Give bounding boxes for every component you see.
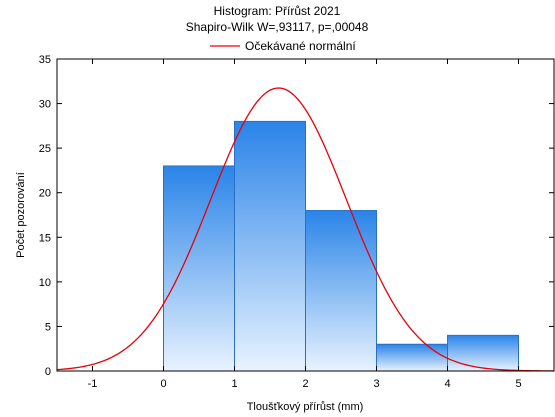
x-tick-label-0: -1 bbox=[88, 378, 98, 390]
x-tick-label-6: 5 bbox=[515, 378, 521, 390]
legend-label-normal: Očekávané normální bbox=[245, 39, 356, 53]
x-tick-label-2: 1 bbox=[231, 378, 237, 390]
y-tick-label-1: 5 bbox=[45, 321, 51, 333]
x-axis-title: Tloušťkový přírůst (mm) bbox=[247, 401, 364, 413]
y-tick-label-6: 30 bbox=[39, 99, 51, 111]
y-tick-label-2: 10 bbox=[39, 277, 51, 289]
y-axis-title: Počet pozorování bbox=[15, 172, 27, 258]
x-tick-label-4: 3 bbox=[373, 378, 379, 390]
x-tick-label-3: 2 bbox=[302, 378, 308, 390]
histogram-bar-2 bbox=[305, 210, 377, 372]
histogram-bar-0 bbox=[163, 165, 235, 372]
y-tick-label-7: 35 bbox=[39, 54, 51, 66]
histogram-bar-3 bbox=[376, 343, 448, 372]
legend: Očekávané normální bbox=[210, 39, 356, 53]
normal-curve bbox=[56, 87, 555, 372]
y-tick-label-4: 20 bbox=[39, 188, 51, 200]
x-tick-label-1: 0 bbox=[160, 378, 166, 390]
chart-title: Histogram: Přírůst 2021 bbox=[214, 4, 341, 18]
chart-subtitle: Shapiro-Wilk W=,93117, p=,00048 bbox=[186, 20, 369, 34]
y-tick-label-0: 0 bbox=[45, 366, 51, 378]
y-axis-ticks: 0 5 10 15 20 25 30 35 bbox=[39, 54, 554, 378]
histogram-bar-1 bbox=[234, 120, 306, 372]
histogram-bar-4 bbox=[447, 334, 519, 372]
y-tick-label-3: 15 bbox=[39, 232, 51, 244]
y-tick-label-5: 25 bbox=[39, 143, 51, 155]
normal-curve-line bbox=[56, 87, 555, 372]
x-axis-ticks: -1 0 1 2 3 4 5 bbox=[88, 59, 522, 390]
bars bbox=[163, 120, 519, 372]
x-tick-label-5: 4 bbox=[444, 378, 450, 390]
